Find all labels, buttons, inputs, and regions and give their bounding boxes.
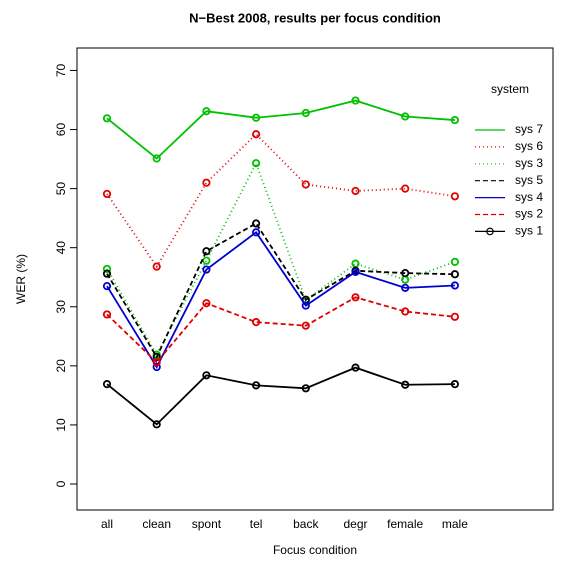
data-point [450, 192, 459, 201]
data-point [102, 310, 112, 319]
data-point [102, 114, 112, 123]
legend-marker [486, 227, 494, 236]
x-axis-label: Focus condition [273, 543, 357, 557]
data-point [450, 281, 459, 290]
data-point [152, 362, 161, 372]
x-tick-label: female [387, 517, 423, 531]
data-point [102, 281, 112, 291]
data-point [401, 380, 410, 389]
data-point [152, 154, 161, 163]
data-point [301, 180, 310, 189]
y-tick-label: 20 [54, 359, 68, 373]
data-point [102, 189, 112, 199]
y-tick-label: 30 [54, 300, 68, 314]
x-tick-label: spont [192, 517, 222, 531]
data-point [102, 269, 112, 278]
data-point [252, 318, 261, 327]
data-point [202, 107, 211, 116]
data-point [401, 268, 410, 278]
y-tick-label: 0 [54, 480, 68, 487]
data-point [252, 228, 261, 237]
data-point [202, 371, 211, 380]
data-point [351, 293, 360, 302]
series-line [106, 99, 455, 160]
data-point [301, 321, 310, 330]
data-point [152, 420, 161, 429]
data-point [301, 108, 310, 118]
series-line [106, 231, 455, 369]
data-point [252, 219, 261, 228]
data-point [102, 380, 112, 389]
plot-frame [76, 47, 554, 511]
data-point [351, 96, 360, 105]
data-point [301, 384, 310, 393]
data-point [202, 247, 211, 256]
y-axis-label: WER (%) [14, 254, 28, 304]
series-line [106, 296, 455, 364]
data-point [450, 257, 459, 266]
series-line [106, 160, 456, 357]
data-point [152, 352, 161, 362]
series-line [106, 132, 456, 269]
data-point [301, 301, 310, 310]
data-point [401, 307, 410, 316]
x-tick-label: all [101, 517, 113, 531]
x-tick-label: male [442, 517, 468, 531]
y-tick-label: 40 [54, 241, 68, 255]
data-point [351, 363, 360, 372]
data-point [351, 267, 360, 277]
x-tick-label: tel [250, 517, 263, 531]
legend-label: sys 6 [515, 139, 543, 153]
data-point [202, 178, 211, 187]
data-point [450, 312, 459, 321]
data-point [252, 113, 261, 122]
y-tick-label: 50 [54, 182, 68, 196]
y-tick-label: 10 [54, 418, 68, 432]
data-point [401, 283, 410, 292]
series-line [106, 366, 455, 426]
data-point [252, 159, 261, 168]
data-point [102, 264, 112, 274]
legend-label: sys 2 [515, 207, 543, 221]
data-point [202, 265, 211, 274]
data-point [202, 299, 211, 308]
y-tick-label: 70 [54, 63, 68, 77]
data-point [202, 256, 211, 265]
legend-title: system [491, 82, 529, 96]
legend-label: sys 3 [515, 156, 543, 170]
data-point [450, 115, 459, 125]
legend-label: sys 4 [515, 190, 543, 204]
data-point [152, 358, 161, 367]
x-tick-label: back [293, 517, 319, 531]
data-point [252, 381, 261, 390]
data-point [252, 130, 261, 139]
data-point [152, 262, 161, 271]
series-line [106, 222, 455, 359]
legend-label: sys 7 [515, 122, 543, 136]
data-point [401, 184, 410, 193]
x-tick-label: clean [142, 517, 171, 531]
legend-label: sys 1 [515, 224, 543, 238]
data-point [401, 112, 410, 121]
y-tick-label: 60 [54, 123, 68, 137]
x-tick-label: degr [343, 517, 367, 531]
data-point [450, 270, 459, 279]
data-point [351, 186, 360, 196]
data-point [450, 380, 459, 389]
chart-title: N−Best 2008, results per focus condition [189, 10, 441, 25]
legend-label: sys 5 [515, 173, 543, 187]
